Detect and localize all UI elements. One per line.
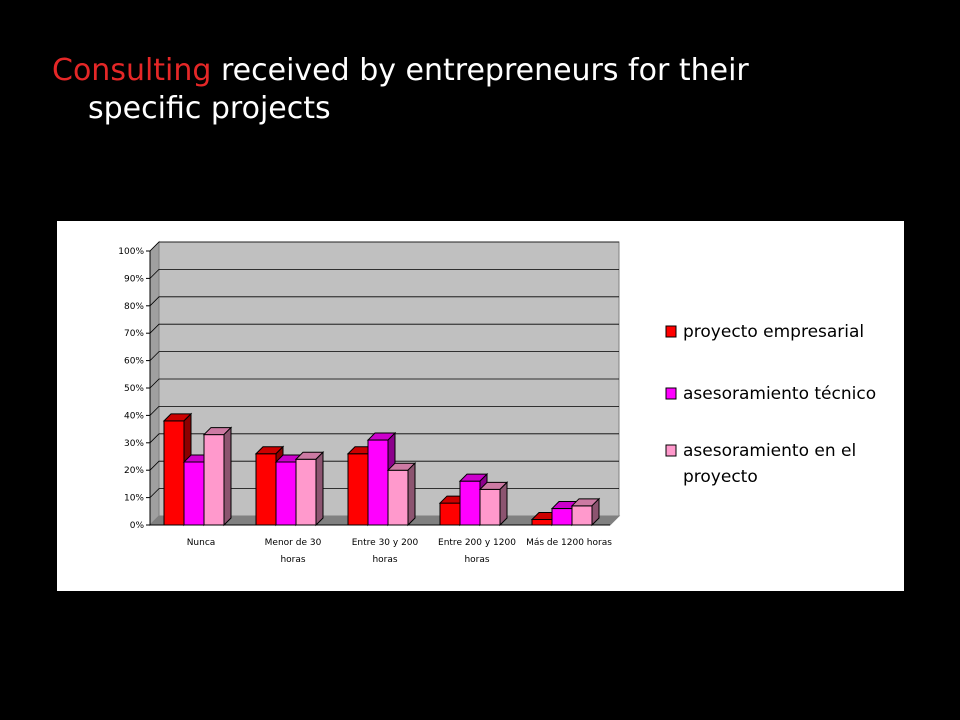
- bar-front: [275, 461, 297, 526]
- legend-label: proyecto empresarial: [683, 322, 864, 342]
- y-tick-label: 50%: [124, 384, 144, 394]
- y-tick-label: 100%: [118, 247, 144, 257]
- y-tick-label: 90%: [124, 274, 144, 284]
- gridline: [149, 269, 619, 279]
- bar: [202, 426, 233, 527]
- bar-side: [591, 497, 600, 527]
- bar-front: [439, 502, 461, 526]
- gridline: [149, 378, 619, 389]
- bar-front: [459, 480, 481, 526]
- bar-front: [255, 453, 277, 526]
- legend-label: proyecto: [683, 467, 758, 487]
- bar-front: [367, 439, 389, 526]
- y-tick-label: 20%: [124, 466, 144, 476]
- bar-side: [499, 481, 508, 527]
- title-accent-word: Consulting: [52, 53, 212, 88]
- gridline: [149, 351, 619, 361]
- x-category-label: horas: [372, 555, 397, 565]
- x-category-label: Menor de 30: [265, 538, 322, 548]
- y-tick-label: 80%: [124, 302, 144, 312]
- x-category-label: horas: [280, 555, 305, 565]
- legend-swatch: [665, 387, 677, 400]
- bar-front: [531, 519, 553, 526]
- bar: [570, 497, 601, 527]
- legend-swatch: [665, 444, 677, 457]
- y-tick-label: 10%: [124, 494, 144, 504]
- slide-title: Consulting received by entrepreneurs for…: [52, 52, 852, 128]
- bar: [294, 451, 325, 527]
- y-tick-label: 30%: [124, 439, 144, 449]
- bar-front: [551, 508, 573, 526]
- bar-side: [223, 426, 232, 527]
- bar-front: [479, 488, 501, 526]
- gridline: [149, 405, 619, 416]
- bar-front: [295, 458, 317, 526]
- bar-front: [203, 434, 225, 526]
- y-tick-label: 40%: [124, 411, 144, 421]
- chart-panel: 0% 10% 20% 30% 40% 50% 60% 70% 80% 90% 100% Nunca Me…: [57, 221, 904, 591]
- legend-swatch: [665, 325, 677, 338]
- gridline: [149, 296, 619, 307]
- gridline: [149, 460, 619, 471]
- legend-label: asesoramiento técnico: [683, 384, 876, 404]
- x-category-label: Nunca: [187, 538, 216, 548]
- bar-front: [163, 420, 185, 526]
- bar: [386, 461, 417, 527]
- gridline: [149, 323, 619, 334]
- bar-side: [315, 451, 324, 527]
- bar: [478, 481, 509, 527]
- legend-label: asesoramiento en el: [683, 441, 856, 461]
- bar-front: [387, 469, 409, 526]
- bar-front: [347, 453, 369, 526]
- x-category-label: horas: [464, 555, 489, 565]
- gridline: [149, 241, 619, 252]
- bar-front: [571, 505, 593, 526]
- bar-chart: 0% 10% 20% 30% 40% 50% 60% 70% 80% 90% 100% Nunca Me…: [118, 240, 876, 565]
- bar-side: [407, 461, 416, 527]
- x-category-label: Entre 200 y 1200: [438, 538, 516, 548]
- x-category-label: Más de 1200 horas: [526, 538, 612, 548]
- title-text: received by entrepreneurs for their: [211, 53, 749, 88]
- title-line-2: specific projects: [88, 91, 331, 126]
- x-category-label: Entre 30 y 200: [352, 538, 419, 548]
- y-tick-label: 60%: [124, 357, 144, 367]
- gridline: [149, 433, 619, 444]
- bar-front: [183, 461, 205, 526]
- y-tick-label: 70%: [124, 329, 144, 339]
- y-tick-label: 0%: [130, 521, 145, 531]
